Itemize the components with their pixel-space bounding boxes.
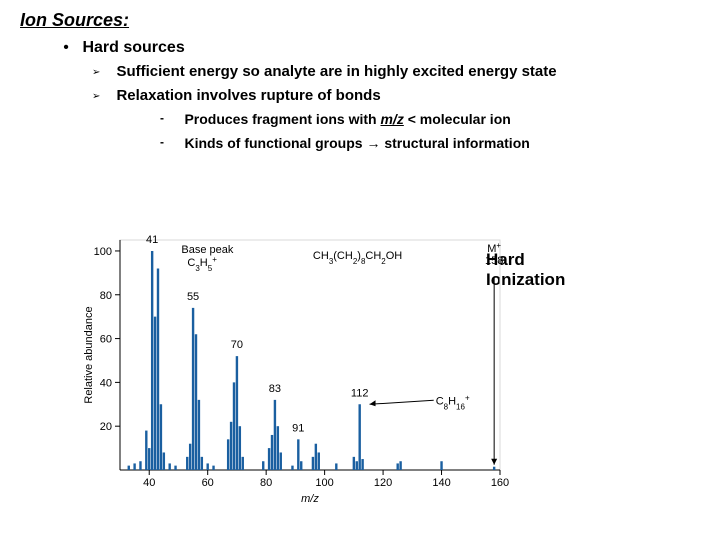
bullet-text: Relaxation involves rupture of bonds (116, 87, 380, 104)
arrow-icon: → (366, 135, 380, 151)
svg-text:70: 70 (231, 339, 243, 351)
svg-text:M+: M+ (487, 241, 501, 256)
svg-text:Relative abundance: Relative abundance (83, 306, 95, 403)
slide-root: Ion Sources: • Hard sources ➢ Sufficient… (0, 0, 720, 540)
svg-text:60: 60 (100, 334, 112, 346)
svg-text:80: 80 (260, 477, 272, 489)
svg-text:100: 100 (315, 477, 333, 489)
svg-text:83: 83 (269, 383, 281, 395)
svg-text:80: 80 (100, 290, 112, 302)
bullet-level3: - Kinds of functional groups → structura… (20, 135, 700, 153)
svg-text:120: 120 (374, 477, 392, 489)
bullet-level2: ➢ Sufficient energy so analyte are in hi… (20, 63, 700, 81)
svg-text:158: 158 (485, 255, 503, 267)
svg-text:55: 55 (187, 291, 199, 303)
bullet-marker: ➢ (92, 63, 112, 78)
bullet-text: Hard sources (82, 39, 184, 57)
svg-text:C8H16+: C8H16+ (436, 393, 470, 411)
svg-text:140: 140 (432, 477, 450, 489)
svg-text:100: 100 (94, 246, 112, 258)
bullet-marker: ➢ (92, 87, 112, 102)
svg-text:40: 40 (143, 477, 155, 489)
text-pre: Produces fragment ions with (184, 111, 380, 127)
chart-svg: 20 40 60 80 100 40 60 80 100 120 140 160 m/z Relative… (80, 230, 510, 510)
svg-text:C3H5+: C3H5+ (187, 254, 217, 272)
bullet-text: Kinds of functional groups → structural … (184, 135, 529, 151)
bullet-level1: • Hard sources (20, 39, 700, 57)
svg-text:CH3(CH2)8CH2OH: CH3(CH2)8CH2OH (313, 250, 402, 266)
svg-text:40: 40 (100, 377, 112, 389)
svg-text:41: 41 (146, 234, 158, 246)
page-title: Ion Sources: (20, 10, 700, 31)
svg-text:20: 20 (100, 421, 112, 433)
text-post: < molecular ion (404, 111, 511, 127)
bullet-marker: - (160, 135, 180, 149)
svg-text:m/z: m/z (301, 493, 319, 505)
text-pre: Kinds of functional groups (184, 135, 366, 151)
text-ital: m/z (380, 111, 403, 127)
svg-text:91: 91 (292, 422, 304, 434)
text-post: structural information (380, 135, 529, 151)
mass-spectrum-chart: 20 40 60 80 100 40 60 80 100 120 140 160 m/z Relative… (80, 230, 620, 520)
bullet-text: Sufficient energy so analyte are in high… (116, 63, 556, 80)
bullet-text: Produces fragment ions with m/z < molecu… (184, 111, 510, 127)
bullet-marker: • (54, 39, 78, 57)
svg-text:112: 112 (351, 387, 369, 399)
bullet-level3: - Produces fragment ions with m/z < mole… (20, 111, 700, 129)
bullet-marker: - (160, 111, 180, 125)
svg-text:60: 60 (202, 477, 214, 489)
svg-text:Base peak: Base peak (181, 244, 233, 256)
svg-text:160: 160 (491, 477, 509, 489)
bullet-level2: ➢ Relaxation involves rupture of bonds (20, 87, 700, 105)
